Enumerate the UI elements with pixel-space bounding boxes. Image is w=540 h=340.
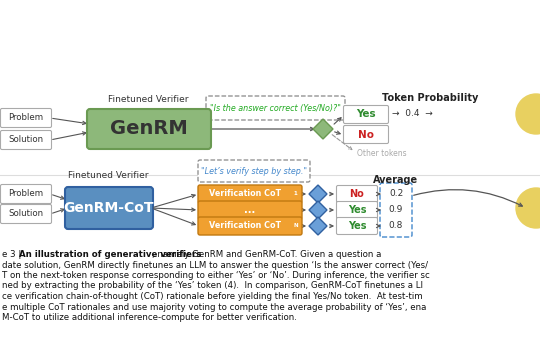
Text: Other tokens: Other tokens <box>357 149 407 157</box>
Text: Yes: Yes <box>348 205 366 215</box>
Text: Token Probability: Token Probability <box>382 93 478 103</box>
FancyBboxPatch shape <box>65 187 153 229</box>
FancyBboxPatch shape <box>198 160 310 182</box>
Text: "Let’s verify step by step.": "Let’s verify step by step." <box>201 167 307 175</box>
Text: ce verification chain-of-thought (CoT) rationale before yielding the final Yes/N: ce verification chain-of-thought (CoT) r… <box>2 292 423 301</box>
Text: GenRM-CoT: GenRM-CoT <box>64 201 154 215</box>
Text: Problem: Problem <box>9 189 44 199</box>
Text: Solution: Solution <box>9 209 44 219</box>
Text: 0.2: 0.2 <box>389 189 403 199</box>
Text: "Is the answer correct (Yes/No)?": "Is the answer correct (Yes/No)?" <box>210 103 340 113</box>
Text: e 3 |: e 3 | <box>2 250 24 259</box>
Text: Finetuned Verifier: Finetuned Verifier <box>68 171 148 181</box>
Text: No: No <box>358 130 374 140</box>
FancyBboxPatch shape <box>380 183 412 237</box>
Text: Yes: Yes <box>356 109 376 119</box>
Text: 0.8: 0.8 <box>389 221 403 231</box>
Text: Solution: Solution <box>9 136 44 144</box>
Polygon shape <box>309 185 327 203</box>
FancyBboxPatch shape <box>1 108 51 128</box>
Circle shape <box>516 188 540 228</box>
Text: N: N <box>293 223 298 228</box>
Text: , namely GenRM and GenRM-CoT. Given a question a: , namely GenRM and GenRM-CoT. Given a qu… <box>152 250 381 259</box>
FancyBboxPatch shape <box>343 125 388 143</box>
Text: T on the next-token response corresponding to either ‘Yes’ or ‘No’. During infer: T on the next-token response correspondi… <box>2 271 430 280</box>
Text: 0.9: 0.9 <box>389 205 403 215</box>
Text: No: No <box>349 189 364 199</box>
Circle shape <box>516 94 540 134</box>
Text: Yes: Yes <box>348 221 366 231</box>
Text: →  0.4  →: → 0.4 → <box>392 109 433 119</box>
Text: Verification CoT: Verification CoT <box>209 221 281 231</box>
FancyBboxPatch shape <box>1 204 51 223</box>
FancyBboxPatch shape <box>1 131 51 150</box>
FancyBboxPatch shape <box>343 105 388 123</box>
FancyBboxPatch shape <box>87 109 211 149</box>
FancyBboxPatch shape <box>206 96 345 120</box>
Polygon shape <box>309 201 327 219</box>
Text: Problem: Problem <box>9 114 44 122</box>
FancyBboxPatch shape <box>336 186 377 203</box>
Text: An illustration of generative verifiers: An illustration of generative verifiers <box>19 250 201 259</box>
FancyBboxPatch shape <box>198 185 302 203</box>
FancyBboxPatch shape <box>336 218 377 235</box>
Text: e multiple CoT rationales and use majority voting to compute the average probabi: e multiple CoT rationales and use majori… <box>2 303 427 311</box>
Text: 1: 1 <box>293 191 297 196</box>
Text: GenRM: GenRM <box>110 119 188 138</box>
Text: M-CoT to utilize additional inference-compute for better verification.: M-CoT to utilize additional inference-co… <box>2 313 297 322</box>
Text: ...: ... <box>245 205 255 215</box>
Text: Verification CoT: Verification CoT <box>209 189 281 199</box>
Text: Finetuned Verifier: Finetuned Verifier <box>108 96 188 104</box>
Polygon shape <box>313 119 333 139</box>
Polygon shape <box>309 217 327 235</box>
Text: ned by extracting the probability of the ‘Yes’ token (4).  In comparison, GenRM-: ned by extracting the probability of the… <box>2 282 423 290</box>
Text: date solution, GenRM directly finetunes an LLM to answer the question ‘Is the an: date solution, GenRM directly finetunes … <box>2 260 428 270</box>
Text: Average: Average <box>374 175 418 185</box>
FancyBboxPatch shape <box>1 185 51 204</box>
FancyBboxPatch shape <box>336 202 377 219</box>
FancyBboxPatch shape <box>198 217 302 235</box>
FancyBboxPatch shape <box>198 201 302 219</box>
